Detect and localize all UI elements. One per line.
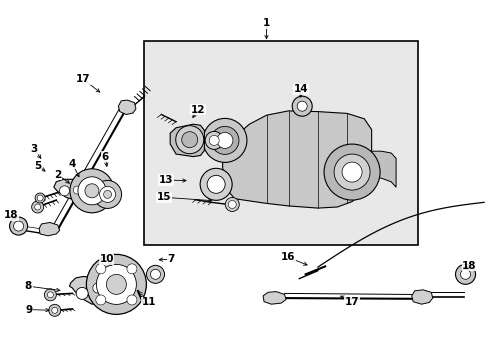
Text: 9: 9	[26, 305, 33, 315]
Text: 17: 17	[344, 297, 359, 307]
Text: 14: 14	[293, 84, 307, 94]
Text: 12: 12	[190, 105, 205, 115]
Polygon shape	[39, 222, 60, 236]
Circle shape	[127, 264, 137, 274]
Circle shape	[85, 184, 99, 198]
Circle shape	[52, 307, 58, 313]
Circle shape	[228, 201, 236, 208]
Circle shape	[292, 96, 311, 116]
Circle shape	[146, 265, 164, 283]
Circle shape	[37, 195, 43, 201]
Polygon shape	[364, 151, 395, 187]
Bar	[144, 41, 417, 245]
Circle shape	[182, 132, 197, 148]
Circle shape	[460, 269, 469, 279]
Circle shape	[93, 180, 122, 208]
Text: 4: 4	[68, 159, 76, 169]
Circle shape	[127, 295, 137, 305]
Circle shape	[35, 193, 45, 203]
Polygon shape	[222, 111, 371, 208]
Text: 15: 15	[156, 192, 171, 202]
Text: 5: 5	[35, 161, 41, 171]
Circle shape	[200, 168, 232, 200]
Circle shape	[60, 186, 69, 196]
Circle shape	[78, 177, 106, 205]
Circle shape	[14, 221, 23, 231]
Circle shape	[324, 144, 379, 200]
Circle shape	[150, 269, 160, 279]
Circle shape	[96, 264, 136, 305]
Circle shape	[76, 287, 88, 300]
Circle shape	[205, 131, 223, 149]
Text: 17: 17	[76, 74, 90, 84]
Text: 18: 18	[3, 210, 18, 220]
Circle shape	[207, 175, 224, 193]
Polygon shape	[118, 100, 136, 114]
Circle shape	[297, 101, 306, 111]
Circle shape	[203, 118, 246, 162]
Text: 18: 18	[461, 261, 476, 271]
Circle shape	[342, 162, 361, 182]
Circle shape	[70, 169, 114, 213]
Circle shape	[93, 283, 102, 293]
Text: 6: 6	[102, 152, 108, 162]
Text: 7: 7	[167, 254, 175, 264]
Circle shape	[47, 292, 53, 298]
Circle shape	[32, 201, 43, 213]
Circle shape	[225, 198, 239, 211]
Circle shape	[49, 304, 61, 316]
Circle shape	[96, 295, 105, 305]
Text: 3: 3	[31, 144, 38, 154]
Circle shape	[209, 135, 219, 145]
Circle shape	[86, 255, 146, 314]
Circle shape	[103, 190, 111, 198]
Circle shape	[44, 289, 56, 301]
Text: 11: 11	[142, 297, 156, 307]
Polygon shape	[411, 290, 432, 304]
Circle shape	[175, 126, 203, 154]
Polygon shape	[263, 292, 285, 304]
Text: 2: 2	[54, 170, 61, 180]
Polygon shape	[69, 276, 108, 304]
Circle shape	[35, 204, 41, 210]
Polygon shape	[54, 179, 85, 201]
Text: 16: 16	[281, 252, 295, 262]
Circle shape	[10, 217, 27, 235]
Text: 10: 10	[99, 254, 114, 264]
Text: 1: 1	[263, 18, 269, 28]
Circle shape	[333, 154, 369, 190]
Circle shape	[210, 126, 239, 154]
Polygon shape	[170, 124, 204, 157]
Text: 8: 8	[25, 281, 32, 291]
Circle shape	[455, 264, 474, 284]
Circle shape	[96, 264, 105, 274]
Text: 13: 13	[159, 175, 173, 185]
Circle shape	[106, 274, 126, 294]
Circle shape	[217, 132, 232, 148]
Circle shape	[100, 186, 115, 202]
Circle shape	[73, 186, 81, 194]
